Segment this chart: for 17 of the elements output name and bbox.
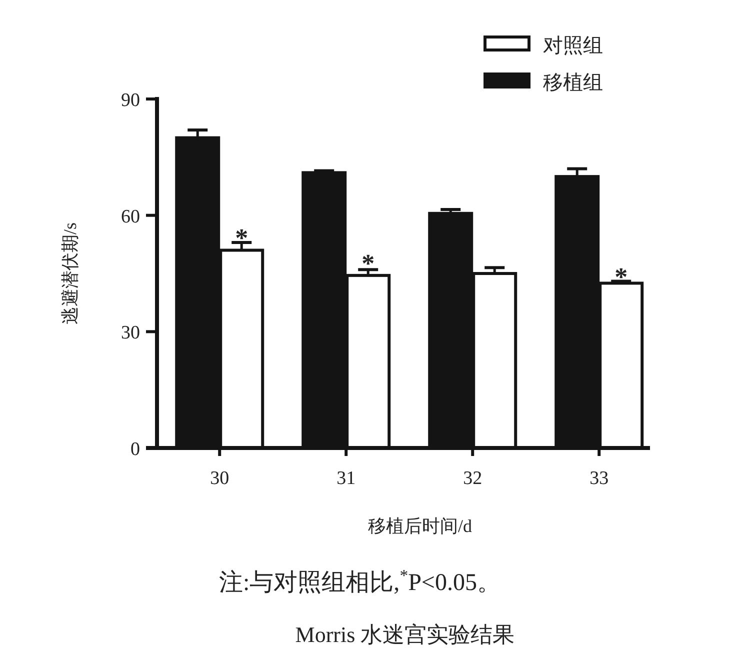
x-tick-label: 33 <box>590 468 609 489</box>
text: Morris 水迷宫实验结果 <box>295 622 515 647</box>
x-tick-label: 32 <box>463 468 482 489</box>
x-axis-title: 移植后时间/d <box>368 516 472 536</box>
x-tick-label: 31 <box>336 468 356 489</box>
annotation: * <box>614 262 628 292</box>
legend-label: 移植组 <box>543 72 603 94</box>
y-tick-label: 90 <box>121 90 140 111</box>
y-tick-label: 30 <box>121 322 140 344</box>
y-tick-label: 60 <box>121 206 140 228</box>
x-tick-label: 30 <box>210 468 230 489</box>
legend-label: 对照组 <box>543 35 603 57</box>
y-tick-label: 0 <box>130 439 140 460</box>
annotation: * <box>235 224 248 253</box>
y-axis-title: 逃避潜伏期/s <box>60 222 80 325</box>
annotation: * <box>362 248 375 278</box>
text: 注:与对照组相比,$^{*}$P<0.05。 <box>219 566 501 596</box>
